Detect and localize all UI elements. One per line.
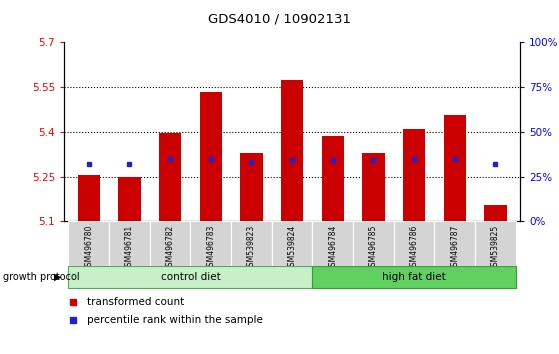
Bar bbox=[321, 136, 344, 221]
Bar bbox=[159, 133, 181, 221]
Bar bbox=[109, 221, 150, 266]
Bar bbox=[444, 115, 466, 221]
Bar bbox=[191, 221, 231, 266]
Text: GSM496780: GSM496780 bbox=[84, 225, 93, 271]
Bar bbox=[118, 177, 140, 221]
Bar bbox=[281, 80, 304, 221]
Text: percentile rank within the sample: percentile rank within the sample bbox=[87, 315, 263, 325]
Text: GSM539823: GSM539823 bbox=[247, 225, 256, 271]
Bar bbox=[272, 221, 312, 266]
Text: GDS4010 / 10902131: GDS4010 / 10902131 bbox=[208, 12, 351, 25]
Bar bbox=[353, 221, 394, 266]
Text: GSM496783: GSM496783 bbox=[206, 225, 215, 271]
Bar bbox=[403, 129, 425, 221]
Bar bbox=[240, 153, 263, 221]
Text: GSM539824: GSM539824 bbox=[287, 225, 297, 271]
Bar bbox=[475, 221, 516, 266]
Bar bbox=[68, 221, 109, 266]
Text: high fat diet: high fat diet bbox=[382, 272, 446, 282]
Text: control diet: control diet bbox=[160, 272, 220, 282]
Text: GSM496781: GSM496781 bbox=[125, 225, 134, 271]
Text: ▶: ▶ bbox=[54, 272, 61, 282]
Text: GSM496787: GSM496787 bbox=[451, 225, 459, 271]
Text: GSM496786: GSM496786 bbox=[410, 225, 419, 271]
Bar bbox=[200, 92, 222, 221]
Bar bbox=[312, 266, 516, 288]
Bar bbox=[231, 221, 272, 266]
Bar bbox=[68, 266, 312, 288]
Text: transformed count: transformed count bbox=[87, 297, 184, 307]
Text: GSM496782: GSM496782 bbox=[165, 225, 174, 271]
Bar bbox=[362, 153, 385, 221]
Text: GSM496785: GSM496785 bbox=[369, 225, 378, 271]
Bar bbox=[484, 205, 506, 221]
Text: growth protocol: growth protocol bbox=[3, 272, 79, 282]
Bar bbox=[150, 221, 191, 266]
Bar bbox=[312, 221, 353, 266]
Bar bbox=[78, 175, 100, 221]
Text: GSM496784: GSM496784 bbox=[328, 225, 337, 271]
Text: GSM539825: GSM539825 bbox=[491, 225, 500, 271]
Bar bbox=[434, 221, 475, 266]
Bar bbox=[394, 221, 434, 266]
